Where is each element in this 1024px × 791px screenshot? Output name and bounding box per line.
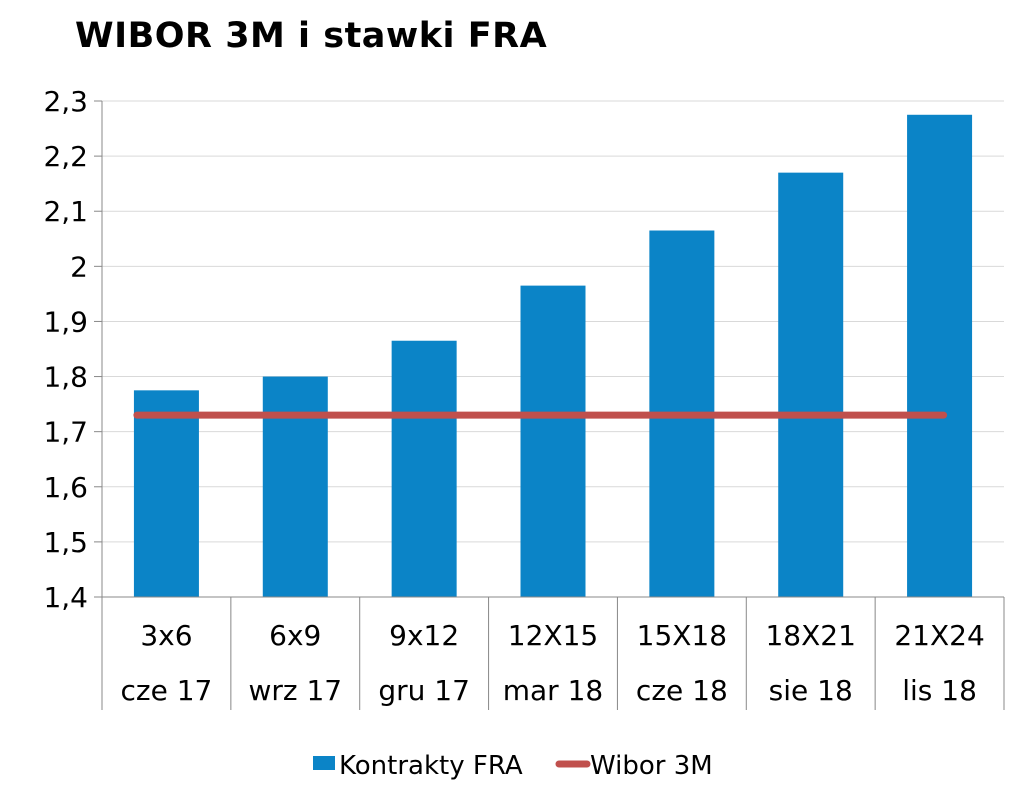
chart-title: WIBOR 3M i stawki FRA — [75, 16, 548, 56]
x-tick-labels: 3x6 cze 17 6x9 wrz 17 9x12 gru 17 12X15 mar 18 1… — [120, 619, 984, 707]
x-tick-sublabel: wrz 17 — [248, 674, 342, 707]
bar — [133, 390, 199, 597]
x-tick-label: 18X21 — [765, 619, 855, 652]
x-tick-sublabel: cze 18 — [636, 674, 728, 707]
x-tick-label: 9x12 — [389, 619, 459, 652]
y-tick-label: 1,9 — [43, 305, 88, 338]
y-tick-label: 2 — [70, 250, 88, 283]
legend-label: Wibor 3M — [590, 751, 713, 781]
y-tick-label: 1,4 — [43, 581, 88, 614]
bar — [391, 340, 457, 597]
y-tick-label: 2,2 — [43, 140, 88, 173]
x-tick-label: 21X24 — [894, 619, 984, 652]
x-tick-label: 6x9 — [269, 619, 321, 652]
x-tick-label: 3x6 — [140, 619, 192, 652]
bar — [907, 114, 973, 598]
bars — [133, 114, 973, 598]
x-tick-sublabel: mar 18 — [503, 674, 603, 707]
x-tick-sublabel: cze 17 — [120, 674, 212, 707]
bar — [778, 172, 844, 597]
y-tick-label: 1,8 — [43, 361, 88, 394]
x-tick-label: 15X18 — [637, 619, 727, 652]
y-tick-labels: 1,4 1,5 1,6 1,7 1,8 1,9 2 2,1 2,2 2,3 — [43, 85, 88, 614]
y-tick-label: 1,6 — [43, 471, 88, 504]
x-tick-sublabel: sie 18 — [769, 674, 853, 707]
legend-swatch-bar — [313, 756, 335, 770]
axes — [101, 101, 1005, 710]
bar — [262, 376, 328, 597]
bar — [520, 285, 586, 597]
legend-label: Kontrakty FRA — [339, 751, 523, 781]
y-tick-label: 1,5 — [43, 526, 88, 559]
legend: Kontrakty FRA Wibor 3M — [313, 751, 713, 781]
y-tick-label: 1,7 — [43, 416, 88, 449]
y-tick-label: 2,3 — [43, 85, 88, 118]
x-tick-label: 12X15 — [508, 619, 598, 652]
x-tick-sublabel: gru 17 — [378, 674, 470, 707]
y-tick-label: 2,1 — [43, 195, 88, 228]
x-tick-sublabel: lis 18 — [902, 674, 977, 707]
